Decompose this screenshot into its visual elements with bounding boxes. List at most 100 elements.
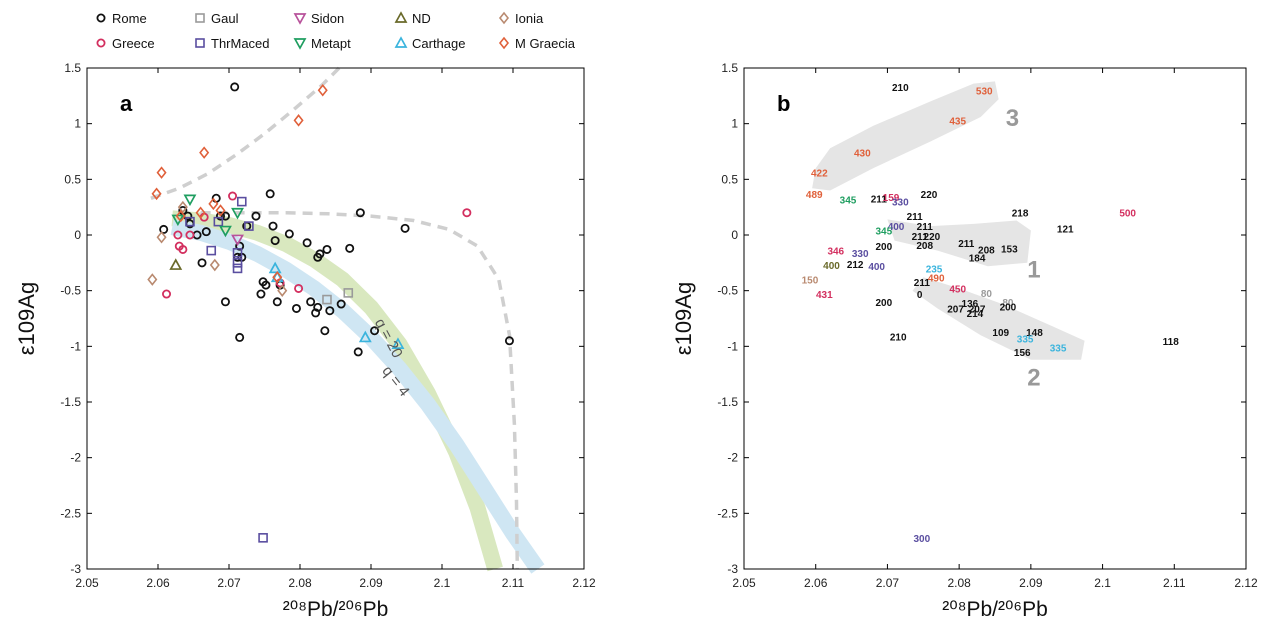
panel-a-ytick-label: -3 <box>70 562 81 576</box>
point-ionia <box>147 273 158 286</box>
point-rome <box>220 297 230 307</box>
point-m-graecia <box>215 204 226 217</box>
panel-b-letter: b <box>777 91 790 116</box>
point-label: 184 <box>969 253 986 264</box>
point-thrmaced <box>236 196 247 207</box>
point-rome <box>230 82 240 92</box>
legend-label-gaul: Gaul <box>211 11 239 26</box>
point-greece <box>178 244 188 254</box>
point-label: 430 <box>854 149 871 160</box>
panel-b-xaxis-label: ²⁰⁸Pb/²⁰⁶Pb <box>942 598 1048 621</box>
point-label: 200 <box>1000 302 1017 313</box>
point-label: 489 <box>806 190 823 201</box>
panel-b-xtick-label: 2.1 <box>1094 576 1111 590</box>
point-rome <box>235 241 245 251</box>
point-thrmaced <box>185 216 195 227</box>
panel-a-ytick-label: 0.5 <box>64 172 81 186</box>
point-rome <box>159 224 169 234</box>
panel-a: 2.05 2.06 2.07 2.08 2.09 2.1 2.11 2.12 1.5 1 0.5 0 -… <box>14 61 596 621</box>
panel-b-ytick-label: -2.5 <box>717 506 738 520</box>
point-carthage <box>268 261 282 274</box>
mixing-band-q4 <box>170 219 545 574</box>
panel-b-ytick-label: -2 <box>727 451 738 465</box>
legend-marker-greece <box>96 38 106 48</box>
point-thrmaced <box>232 258 243 268</box>
point-label: 400 <box>888 222 905 233</box>
point-rome <box>256 289 266 299</box>
point-greece <box>294 283 304 293</box>
point-greece <box>228 191 238 201</box>
panel-a-ytick-label: -2 <box>70 451 81 465</box>
point-greece <box>185 230 195 240</box>
point-ionia <box>277 284 288 297</box>
point-metapt <box>183 194 197 207</box>
point-m-graecia <box>208 197 219 211</box>
point-rome <box>504 336 514 346</box>
panel-a-ytick-label: 0 <box>74 228 81 242</box>
panel-a-xtick-label: 2.07 <box>217 576 241 590</box>
point-nd <box>169 258 183 270</box>
point-rome <box>284 229 294 239</box>
point-label: 435 <box>949 116 966 127</box>
panel-b-xtick-label: 2.11 <box>1163 576 1186 590</box>
panel-b-ytick-label: 1.5 <box>721 61 738 75</box>
panel-b-xtick-label: 2.05 <box>732 576 756 590</box>
point-label: 212 <box>847 260 864 271</box>
panel-b-ytick-label: 0.5 <box>721 172 738 186</box>
panel-b-axes: 2.05 2.06 2.07 2.08 2.09 2.1 2.11 2.12 1.5 1 0.5 0 -… <box>671 61 1258 621</box>
point-label: 211 <box>914 278 931 289</box>
point-rome <box>201 227 211 237</box>
point-rome <box>265 189 275 199</box>
point-thrmaced <box>213 216 224 227</box>
dashed-curve-lower <box>200 210 520 570</box>
point-label: 80 <box>981 289 993 300</box>
point-thrmaced <box>244 221 254 231</box>
point-rome <box>302 238 312 248</box>
panel-b-xtick-label: 2.08 <box>947 576 971 590</box>
legend-label-m-graecia: M Graecia <box>515 36 576 51</box>
legend: Rome Gaul Sidon ND Ionia Greece ThrMaced Metapt… <box>96 11 576 51</box>
point-carthage <box>391 337 405 349</box>
point-label: 218 <box>1012 209 1029 220</box>
panel-a-xtick-label: 2.05 <box>75 576 99 590</box>
point-m-graecia <box>175 209 186 223</box>
point-m-graecia <box>199 146 210 159</box>
point-metapt <box>231 207 244 220</box>
point-label: 220 <box>921 190 938 201</box>
panel-a-background-layer <box>150 66 545 574</box>
point-label: 500 <box>1119 209 1136 220</box>
point-metapt <box>219 225 232 238</box>
point-label: 150 <box>802 276 819 287</box>
point-label: 208 <box>916 241 933 252</box>
legend-label-metapt: Metapt <box>311 36 351 51</box>
panel-a-ytick-label: 1 <box>74 117 81 131</box>
panel-a-xtick-label: 2.06 <box>146 576 170 590</box>
panel-a-ytick-label: -1.5 <box>60 395 81 409</box>
point-label: 214 <box>967 309 984 320</box>
point-m-graecia <box>195 206 206 220</box>
point-label: 422 <box>811 169 828 180</box>
point-carthage <box>358 330 372 343</box>
region-label-2: 2 <box>1027 364 1040 391</box>
point-rome <box>355 208 365 218</box>
point-ionia <box>209 258 220 272</box>
point-rome <box>370 326 380 336</box>
panel-b-xtick-label: 2.07 <box>876 576 900 590</box>
point-m-graecia <box>156 166 167 179</box>
point-rome <box>251 211 261 221</box>
point-label: 210 <box>890 332 907 343</box>
point-ionia <box>156 230 167 244</box>
point-rome <box>268 221 278 231</box>
point-rome <box>235 332 245 342</box>
point-thrmaced <box>232 263 243 274</box>
legend-marker-nd <box>394 11 408 23</box>
panel-a-xtick-label: 2.08 <box>288 576 312 590</box>
legend-marker-rome <box>96 13 106 23</box>
panel-b-xtick-label: 2.12 <box>1234 576 1258 590</box>
panel-a-xtick-label: 2.09 <box>359 576 383 590</box>
legend-marker-thrmaced <box>195 38 205 48</box>
panel-b-xtick-label: 2.06 <box>804 576 828 590</box>
point-label: 159 <box>883 193 900 204</box>
panel-a-axes: 2.05 2.06 2.07 2.08 2.09 2.1 2.11 2.12 1.5 1 0.5 0 -… <box>14 61 596 621</box>
